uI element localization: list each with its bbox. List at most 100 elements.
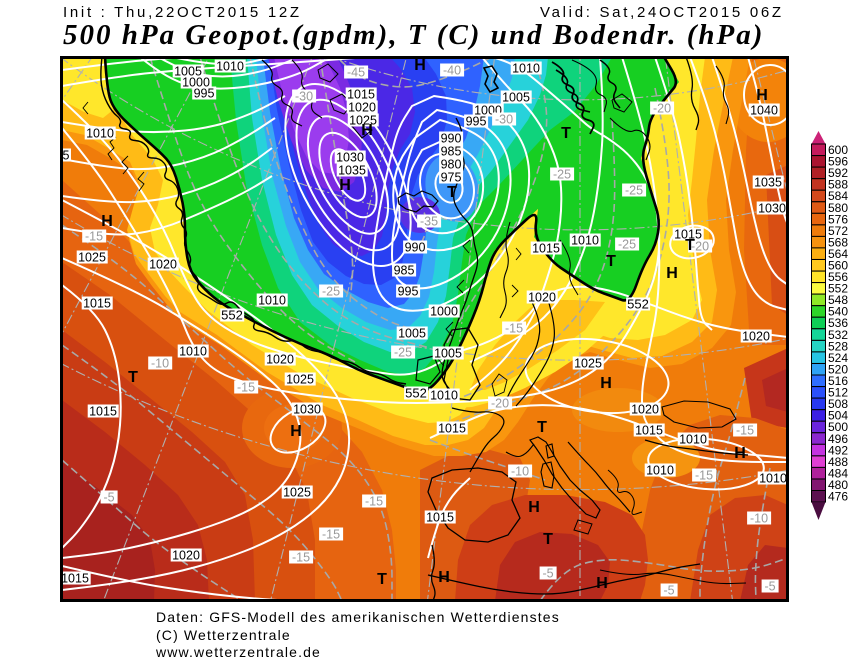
svg-text:536: 536 [828,316,848,330]
svg-text:1020: 1020 [742,330,770,344]
svg-text:990: 990 [441,132,462,146]
svg-text:596: 596 [828,155,848,169]
svg-text:1015: 1015 [89,405,117,419]
svg-text:1015: 1015 [61,572,89,586]
svg-text:-20: -20 [653,102,671,116]
svg-text:-5: -5 [542,567,553,581]
svg-text:1005: 1005 [434,347,462,361]
svg-text:T: T [561,125,571,142]
svg-text:568: 568 [828,235,848,249]
svg-text:T: T [447,184,457,201]
svg-text:1010: 1010 [759,472,787,486]
svg-text:1010: 1010 [179,345,207,359]
svg-text:552: 552 [405,386,427,401]
svg-text:504: 504 [828,409,848,423]
svg-text:T: T [543,531,553,548]
svg-text:1040: 1040 [750,104,778,118]
svg-text:T: T [128,369,138,386]
svg-text:1025: 1025 [286,373,314,387]
svg-text:1015: 1015 [532,242,560,256]
svg-text:-25: -25 [618,238,636,252]
svg-text:512: 512 [828,386,848,400]
svg-text:528: 528 [828,339,848,353]
svg-text:H: H [596,575,608,592]
svg-text:H: H [339,177,351,194]
svg-text:1000: 1000 [430,305,458,319]
svg-text:1015: 1015 [438,422,466,436]
svg-text:496: 496 [828,432,848,446]
svg-text:H: H [528,499,540,516]
svg-text:552: 552 [221,308,243,323]
svg-text:-10: -10 [151,357,169,371]
svg-text:1020: 1020 [348,101,376,115]
svg-text:1015: 1015 [635,424,663,438]
svg-text:1020: 1020 [172,549,200,563]
svg-text:1020: 1020 [631,403,659,417]
svg-text:1015: 1015 [674,228,702,242]
svg-text:990: 990 [405,241,426,255]
svg-text:-35: -35 [420,215,438,229]
svg-text:588: 588 [828,178,848,192]
svg-text:1020: 1020 [149,258,177,272]
svg-text:H: H [600,375,612,392]
svg-text:-5: -5 [764,580,775,594]
svg-text:1010: 1010 [679,433,707,447]
svg-text:540: 540 [828,305,848,319]
svg-text:564: 564 [828,247,848,261]
svg-text:-30: -30 [495,113,513,127]
svg-text:-15: -15 [736,424,754,438]
svg-text:980: 980 [441,158,462,172]
svg-text:H: H [101,213,113,230]
svg-text:1035: 1035 [338,164,366,178]
svg-text:-10: -10 [750,512,768,526]
svg-text:480: 480 [828,478,848,492]
svg-text:995: 995 [194,87,215,101]
svg-text:H: H [734,445,746,462]
svg-text:1020: 1020 [528,291,556,305]
svg-text:-15: -15 [505,322,523,336]
svg-text:985: 985 [441,145,462,159]
svg-text:-15: -15 [322,528,340,542]
svg-text:508: 508 [828,397,848,411]
svg-text:560: 560 [828,259,848,273]
svg-text:488: 488 [828,455,848,469]
svg-text:1010: 1010 [86,127,114,141]
svg-text:1010: 1010 [430,389,458,403]
svg-text:1030: 1030 [758,202,786,216]
svg-text:1010: 1010 [258,294,286,308]
svg-text:532: 532 [828,328,848,342]
svg-text:1015: 1015 [426,511,454,525]
svg-text:H: H [290,423,302,440]
svg-text:1005: 1005 [174,65,202,79]
svg-text:484: 484 [828,466,848,480]
svg-text:492: 492 [828,443,848,457]
svg-text:1030: 1030 [336,151,364,165]
svg-text:1025: 1025 [78,251,106,265]
svg-text:576: 576 [828,212,848,226]
svg-text:1035: 1035 [754,176,782,190]
svg-text:592: 592 [828,166,848,180]
svg-text:-45: -45 [347,66,365,80]
svg-text:600: 600 [828,143,848,157]
svg-text:-25: -25 [394,346,412,360]
svg-text:-20: -20 [691,240,709,254]
svg-text:1010: 1010 [571,234,599,248]
svg-text:-5: -5 [103,491,114,505]
svg-text:-5: -5 [663,584,674,598]
svg-text:-30: -30 [295,90,313,104]
svg-text:-25: -25 [625,184,643,198]
svg-text:-40: -40 [443,64,461,78]
svg-text:H: H [756,87,768,104]
svg-text:995: 995 [466,115,487,129]
svg-text:985: 985 [394,264,415,278]
svg-text:995: 995 [398,285,419,299]
svg-text:584: 584 [828,189,848,203]
svg-text:1020: 1020 [266,353,294,367]
svg-text:975: 975 [441,171,462,185]
svg-text:T: T [377,571,387,588]
svg-text:1025: 1025 [283,486,311,500]
svg-text:572: 572 [828,224,848,238]
svg-text:580: 580 [828,201,848,215]
svg-text:1025: 1025 [349,114,377,128]
svg-text:552: 552 [627,297,649,312]
